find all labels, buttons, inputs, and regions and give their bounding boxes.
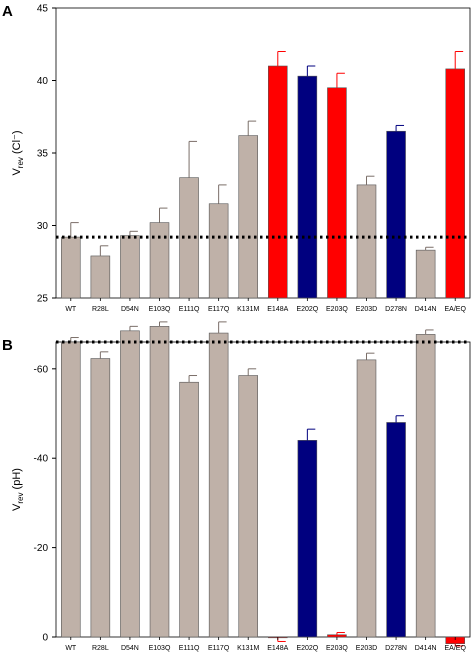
- panel-b: 0 -20 -40 -60 WT R28L D54N E103Q E111Q E117Q K131M…: [2, 321, 471, 652]
- x-tick-label: R28L: [92, 306, 109, 313]
- x-tick-label: D54N: [121, 645, 139, 652]
- y-axis-label: Vrev (Cl⁻): [11, 130, 25, 175]
- y-tick-label: 40: [37, 76, 49, 87]
- bar-d54n: [120, 330, 140, 638]
- y-tick-label: -40: [34, 454, 49, 465]
- bar-e203d: [356, 359, 377, 638]
- y-tick-label: 0: [42, 633, 48, 644]
- bar-e148a: [268, 65, 288, 299]
- y-axis-label: Vrev (pH): [11, 468, 25, 511]
- x-tick-label: R28L: [92, 645, 109, 652]
- y-tick-label: -20: [34, 543, 49, 554]
- x-tick-label: D414N: [415, 645, 437, 652]
- x-tick-label: K131M: [237, 645, 259, 652]
- bar-e202q: [297, 440, 318, 638]
- x-tick-label: D414N: [415, 306, 437, 313]
- x-tick-label: E203Q: [326, 306, 348, 313]
- bar-e203d: [356, 184, 377, 299]
- bar-e111q: [179, 381, 199, 638]
- x-tick-label: EA/EQ: [445, 306, 467, 313]
- y-tick-label: 30: [37, 221, 49, 232]
- bar-e117q: [208, 332, 229, 638]
- panel-label: A: [2, 3, 13, 20]
- y-tick-label: -60: [34, 364, 49, 375]
- x-tick-label: D278N: [385, 306, 407, 313]
- x-tick-label: EA/EQ: [445, 645, 467, 652]
- x-tick-label: E203D: [356, 306, 377, 313]
- bar-d414n: [415, 334, 436, 638]
- bar-k131m: [238, 135, 258, 299]
- x-tick-label: E203Q: [326, 645, 348, 652]
- x-tick-label: E117Q: [208, 645, 230, 652]
- x-tick-label: E148A: [267, 645, 288, 652]
- bar-e202q: [297, 75, 318, 299]
- plot-frame: [55, 341, 471, 638]
- x-tick-label: E148A: [267, 306, 288, 313]
- bar-d278n: [386, 422, 406, 638]
- x-tick-label: WT: [65, 306, 77, 313]
- bar-e103q: [149, 222, 170, 299]
- x-tick-label: E103Q: [149, 645, 171, 652]
- panel-a: 25 30 35 40 45 WT R28L D54N E103Q E111Q E117Q K131M…: [2, 3, 471, 313]
- x-tick-label: E202Q: [296, 645, 318, 652]
- y-tick-label: 25: [37, 294, 49, 305]
- x-tick-label: WT: [65, 645, 77, 652]
- x-tick-label: E117Q: [208, 306, 230, 313]
- bar-e117q: [208, 203, 229, 299]
- plot-frame: [55, 7, 471, 299]
- y-tick-label: 45: [37, 4, 49, 15]
- panel-label: B: [2, 337, 13, 354]
- bar-r28l: [90, 358, 111, 638]
- bar-e103q: [149, 326, 170, 638]
- x-tick-label: E111Q: [179, 306, 200, 313]
- bar-d278n: [386, 130, 406, 299]
- bar-wt: [61, 341, 81, 638]
- x-tick-label: E203D: [356, 645, 377, 652]
- x-tick-label: D54N: [121, 306, 139, 313]
- x-tick-label: D278N: [385, 645, 407, 652]
- bar-d414n: [415, 249, 436, 299]
- x-tick-label: K131M: [237, 306, 259, 313]
- y-tick-label: 35: [37, 149, 49, 160]
- bar-k131m: [238, 375, 258, 638]
- bar-r28l: [90, 255, 111, 299]
- x-tick-label: E111Q: [179, 645, 200, 652]
- bar-ea-eq: [445, 68, 465, 299]
- bar-d54n: [120, 235, 140, 299]
- x-tick-label: E202Q: [296, 306, 318, 313]
- bar-wt: [61, 236, 81, 299]
- bar-e203q: [327, 634, 347, 638]
- bar-e203q: [327, 87, 347, 299]
- x-tick-label: E103Q: [149, 306, 171, 313]
